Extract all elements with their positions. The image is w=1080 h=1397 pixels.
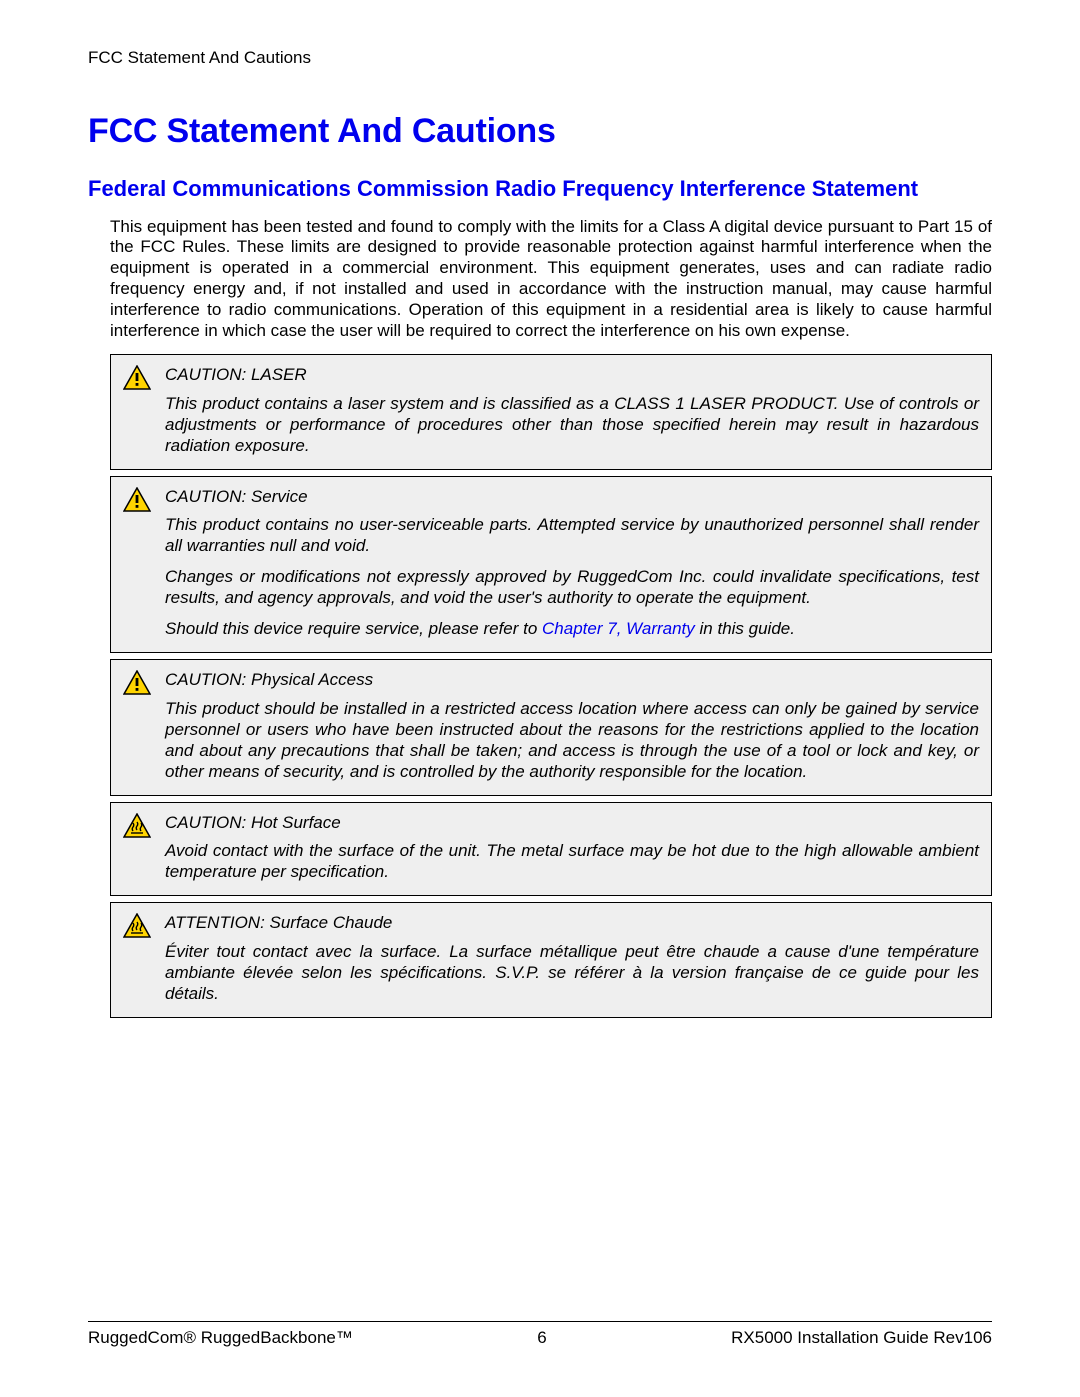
page-title: FCC Statement And Cautions <box>88 112 992 151</box>
page-footer: RuggedCom® RuggedBackbone™ 6 RX5000 Inst… <box>88 1321 992 1348</box>
intro-paragraph: This equipment has been tested and found… <box>110 217 992 342</box>
caution-body: This product should be installed in a re… <box>165 699 979 783</box>
caution-hot-surface: CAUTION: Hot Surface Avoid contact with … <box>110 802 992 897</box>
footer-left: RuggedCom® RuggedBackbone™ <box>88 1328 353 1348</box>
text: Should this device require service, plea… <box>165 619 542 638</box>
section-title: Federal Communications Commission Radio … <box>88 175 992 203</box>
page: FCC Statement And Cautions FCC Statement… <box>88 48 992 1348</box>
caution-body: Changes or modifications not expressly a… <box>165 567 979 609</box>
warning-icon <box>123 670 151 783</box>
running-header: FCC Statement And Cautions <box>88 48 992 68</box>
caution-content: CAUTION: LASER This product contains a l… <box>165 365 979 457</box>
hot-surface-icon <box>123 913 151 1005</box>
caution-heading: CAUTION: Physical Access <box>165 670 979 691</box>
text: in this guide. <box>695 619 795 638</box>
caution-body: Éviter tout contact avec la surface. La … <box>165 942 979 1005</box>
caution-heading: ATTENTION: Surface Chaude <box>165 913 979 934</box>
caution-service: CAUTION: Service This product contains n… <box>110 476 992 653</box>
caution-physical-access: CAUTION: Physical Access This product sh… <box>110 659 992 796</box>
caution-surface-chaude: ATTENTION: Surface Chaude Éviter tout co… <box>110 902 992 1018</box>
caution-body: This product contains no user-serviceabl… <box>165 515 979 557</box>
caution-heading: CAUTION: Hot Surface <box>165 813 979 834</box>
footer-page-number: 6 <box>537 1328 546 1348</box>
caution-heading: CAUTION: LASER <box>165 365 979 386</box>
warning-icon <box>123 365 151 457</box>
warranty-link[interactable]: Chapter 7, Warranty <box>542 619 695 638</box>
caution-content: CAUTION: Service This product contains n… <box>165 487 979 640</box>
caution-body: Should this device require service, plea… <box>165 619 979 640</box>
caution-laser: CAUTION: LASER This product contains a l… <box>110 354 992 470</box>
footer-right: RX5000 Installation Guide Rev106 <box>731 1328 992 1348</box>
caution-body: Avoid contact with the surface of the un… <box>165 841 979 883</box>
caution-content: ATTENTION: Surface Chaude Éviter tout co… <box>165 913 979 1005</box>
caution-content: CAUTION: Physical Access This product sh… <box>165 670 979 783</box>
caution-content: CAUTION: Hot Surface Avoid contact with … <box>165 813 979 884</box>
caution-body: This product contains a laser system and… <box>165 394 979 457</box>
warning-icon <box>123 487 151 640</box>
caution-heading: CAUTION: Service <box>165 487 979 508</box>
hot-surface-icon <box>123 813 151 884</box>
